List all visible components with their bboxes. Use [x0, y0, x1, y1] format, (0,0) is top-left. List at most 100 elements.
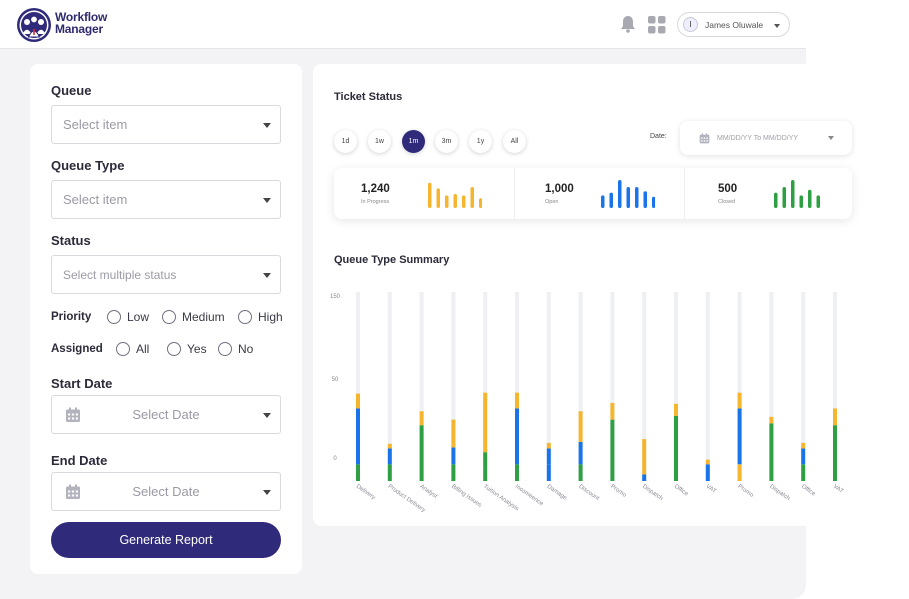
bar-segment — [483, 392, 488, 453]
x-tick-label: Dispatch — [768, 484, 791, 502]
spark-bar — [791, 180, 795, 208]
apps-grid-icon[interactable] — [647, 15, 667, 35]
range-all-button[interactable]: All — [503, 130, 526, 153]
x-tick-label: Promo — [736, 484, 754, 499]
status-select-value: Select multiple status — [63, 267, 177, 282]
date-label: Date: — [650, 133, 667, 140]
stat-in-progress-label: In Progress — [361, 199, 390, 205]
date-range-picker[interactable]: MM/DD/YY To MM/DD/YY — [680, 121, 852, 155]
calendar-icon — [699, 133, 710, 144]
open-sparkbars — [601, 180, 655, 208]
spark-bar — [479, 198, 482, 208]
bar-track — [356, 292, 360, 481]
x-tick-label: VAT — [705, 484, 718, 495]
radio-circle[interactable] — [116, 342, 130, 356]
assigned-all-label: All — [136, 342, 150, 356]
user-menu[interactable]: James Oluwale — [677, 12, 790, 37]
end-date-picker[interactable]: Select Date — [51, 472, 281, 511]
bar-segment — [451, 447, 456, 465]
x-tick-label: Discount — [577, 484, 600, 502]
radio-circle[interactable] — [238, 310, 252, 324]
priority-low-radio[interactable]: Low — [107, 310, 149, 324]
spark-bar — [774, 192, 778, 208]
bar-segment — [674, 403, 678, 416]
spark-bar — [609, 192, 613, 208]
bar-segment — [801, 448, 806, 465]
bar-segment — [515, 408, 519, 465]
chevron-down-icon — [263, 490, 271, 495]
range-1d-button[interactable]: 1d — [334, 130, 357, 153]
calendar-icon — [66, 407, 80, 422]
range-3m-button[interactable]: 3m — [435, 130, 458, 153]
x-tick-label: Office — [800, 484, 817, 498]
stat-closed-value: 500 — [718, 183, 738, 195]
radio-circle[interactable] — [162, 310, 176, 324]
bar-track — [642, 292, 647, 481]
queue-select-value: Select item — [63, 117, 128, 132]
ticket-status-title: Ticket Status — [334, 91, 403, 103]
spark-bar — [652, 196, 655, 208]
bar-segment — [483, 452, 488, 468]
bar-track — [737, 292, 742, 481]
chevron-down-icon — [263, 198, 271, 203]
status-select[interactable]: Select multiple status — [51, 255, 281, 294]
bar-segment — [769, 423, 774, 481]
assigned-no-radio[interactable]: No — [218, 342, 253, 356]
bar-segment — [737, 392, 742, 409]
brand-line-1: Workflow — [55, 10, 108, 24]
stat-open: 1,000 Open — [515, 168, 685, 219]
chevron-down-icon — [828, 136, 834, 140]
bar-track — [483, 292, 488, 481]
x-tick-label: Promo — [609, 484, 627, 499]
x-tick-label: Incomeence — [514, 484, 545, 508]
bar-segment — [833, 408, 837, 426]
stat-closed: 500 Closed — [685, 168, 852, 219]
bar-segment — [801, 464, 806, 481]
radio-circle[interactable] — [218, 342, 232, 356]
bar-track — [451, 292, 456, 481]
radio-circle[interactable] — [107, 310, 121, 324]
priority-medium-radio[interactable]: Medium — [162, 310, 225, 324]
start-date-picker[interactable]: Select Date — [51, 395, 281, 434]
ticket-stats-strip: 1,240 In Progress 1,000 Open 500 Closed — [334, 168, 852, 219]
bar-segment — [356, 464, 360, 481]
bar-segment — [546, 448, 551, 465]
bar-segment — [387, 448, 392, 465]
bar-track — [705, 292, 710, 481]
assigned-label: Assigned — [51, 343, 103, 355]
status-label: Status — [51, 233, 91, 248]
spark-bar — [601, 195, 605, 208]
bar-segment — [578, 464, 583, 481]
spark-bar — [626, 187, 630, 208]
bell-icon[interactable] — [618, 14, 638, 34]
brand-name: Workflow Manager — [55, 11, 107, 35]
spark-bar — [618, 180, 622, 208]
chevron-down-icon — [263, 273, 271, 278]
x-tick-label: Billing Issues — [450, 484, 482, 509]
priority-high-radio[interactable]: High — [238, 310, 283, 324]
bar-track — [674, 292, 678, 481]
bar-track — [578, 292, 583, 481]
range-1w-button[interactable]: 1w — [368, 130, 391, 153]
queue-select[interactable]: Select item — [51, 105, 281, 144]
range-1m-button[interactable]: 1m — [402, 130, 425, 153]
assigned-yes-radio[interactable]: Yes — [167, 342, 207, 356]
start-date-value: Select Date — [132, 407, 200, 422]
queue-type-select-value: Select item — [63, 192, 128, 207]
stat-open-label: Open — [545, 199, 559, 205]
bar-segment — [515, 392, 519, 409]
generate-report-button[interactable]: Generate Report — [51, 522, 281, 558]
radio-circle[interactable] — [167, 342, 181, 356]
bar-track — [515, 292, 519, 481]
range-1y-button[interactable]: 1y — [469, 130, 492, 153]
x-tick-label: VAT — [832, 484, 845, 495]
queue-type-select[interactable]: Select item — [51, 180, 281, 219]
stat-in-progress: 1,240 In Progress — [334, 168, 514, 219]
chevron-down-icon — [774, 24, 780, 28]
bar-segment — [610, 419, 615, 481]
bar-track — [801, 292, 806, 481]
end-date-value: Select Date — [132, 484, 200, 499]
assigned-all-radio[interactable]: All — [116, 342, 149, 356]
chevron-down-icon — [263, 413, 271, 418]
